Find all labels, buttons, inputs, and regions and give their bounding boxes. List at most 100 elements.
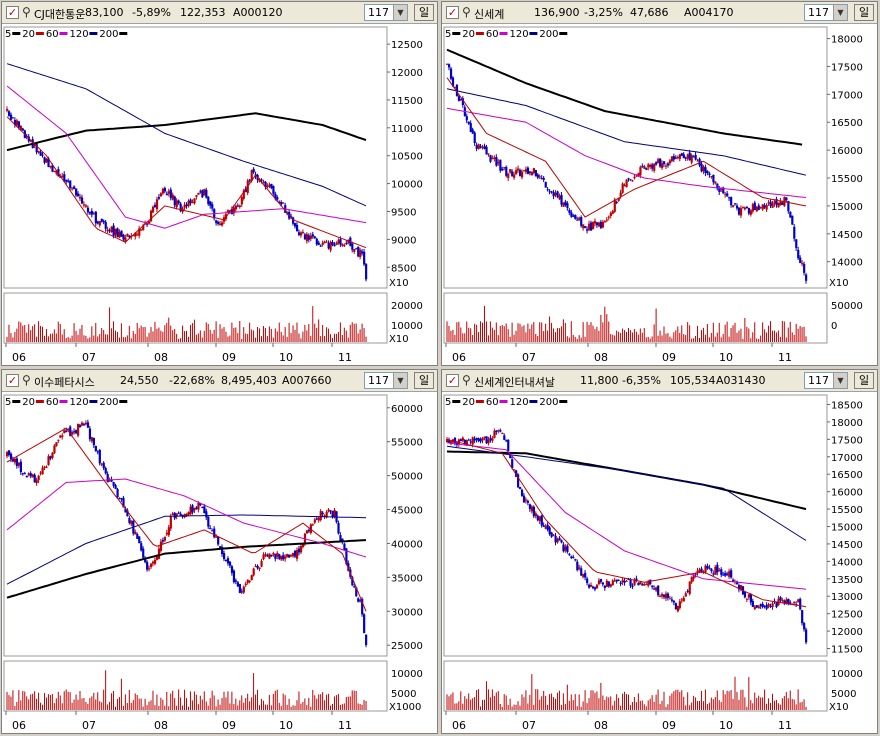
unit-button[interactable]: 일 — [414, 4, 434, 21]
checkbox-icon[interactable]: ✓ — [6, 374, 19, 387]
candle-body — [315, 518, 318, 520]
chevron-down-icon[interactable]: ▼ — [393, 373, 407, 388]
candle-body — [151, 561, 155, 564]
search-icon[interactable]: ⚲ — [462, 5, 471, 19]
price-tick-label: 17500 — [831, 435, 863, 446]
candle-body — [67, 180, 70, 182]
unit-button[interactable]: 일 — [414, 372, 434, 389]
candle-body — [653, 588, 656, 590]
candle-body — [61, 175, 64, 177]
chevron-down-icon[interactable]: ▼ — [393, 5, 407, 20]
candle-body — [495, 157, 498, 166]
candle-body — [580, 568, 583, 576]
volume-plot-area — [443, 660, 828, 712]
chevron-down-icon[interactable]: ▼ — [833, 373, 847, 388]
candle-body — [481, 438, 484, 441]
candle-body — [619, 582, 622, 584]
candle-body — [595, 222, 599, 226]
candle-body — [599, 221, 603, 228]
candle-body — [41, 467, 44, 475]
unit-button[interactable]: 일 — [854, 4, 874, 21]
stock-code: A007660 — [282, 374, 332, 387]
volume-plot-area — [3, 660, 388, 712]
checkbox-icon[interactable]: ✓ — [446, 374, 459, 387]
candle-body — [9, 453, 13, 460]
candle-body — [221, 222, 224, 226]
candle-body — [173, 196, 176, 206]
candle-body — [319, 245, 322, 247]
candle-body — [92, 213, 95, 215]
candle-body — [696, 570, 699, 573]
candle-body — [242, 586, 245, 593]
candle-body — [102, 462, 105, 469]
candle-body — [757, 205, 760, 210]
candle-body — [98, 221, 101, 226]
checkbox-icon[interactable]: ✓ — [446, 6, 459, 19]
candle-body — [203, 189, 206, 196]
month-label: 06 — [452, 351, 466, 364]
candle-body — [171, 513, 174, 516]
chevron-down-icon[interactable]: ▼ — [833, 5, 847, 20]
ma-legend-swatch — [452, 32, 461, 35]
candle-body — [463, 440, 466, 445]
ma-legend-label: 120 — [510, 29, 529, 40]
candle-body — [309, 235, 312, 239]
candlestick-chart[interactable]: 18500 18000 17500 17000 16500 16000 15500 15000… — [442, 393, 879, 736]
stock-price: 11,800 — [580, 374, 619, 387]
chart-panel-3[interactable]: ✓ ⚲ 이수페타시스 24,550 -22,68% 8,495,403 A007… — [1, 369, 438, 734]
chart-panel-1[interactable]: ✓ ⚲ CJ대한통운 83,100 -5,89% 122,353 A000120… — [1, 1, 438, 366]
candle-body — [351, 243, 354, 250]
candle-body — [485, 436, 488, 444]
candle-body — [562, 544, 565, 552]
candlestick-chart[interactable]: 12500 12000 11500 11000 10500 10000 9500 9000 85… — [2, 25, 439, 368]
ma-legend-label: 60 — [486, 29, 499, 40]
candle-body — [215, 536, 218, 538]
candle-body — [224, 560, 228, 562]
candle-body — [522, 170, 526, 172]
candle-body — [726, 573, 729, 575]
candle-body — [339, 238, 342, 245]
month-label: 08 — [594, 719, 608, 732]
candle-body — [272, 186, 275, 194]
candle-body — [781, 599, 784, 601]
candle-body — [672, 156, 676, 160]
unit-button[interactable]: 일 — [854, 372, 874, 389]
candle-body — [532, 168, 535, 173]
chart-panel-4[interactable]: ✓ ⚲ 신세계인터내셔날 11,800 -6,35% 105,534 A0314… — [441, 369, 878, 734]
candle-body — [226, 210, 230, 212]
search-icon[interactable]: ⚲ — [22, 5, 31, 19]
candle-body — [550, 532, 553, 537]
candle-body — [274, 554, 277, 559]
candle-body — [566, 545, 569, 552]
ma60-line — [6, 478, 367, 558]
candle-body — [159, 193, 163, 197]
candle-body — [779, 200, 782, 206]
candle-body — [90, 437, 94, 442]
period-select[interactable]: 117 ▼ — [364, 372, 408, 389]
search-icon[interactable]: ⚲ — [22, 373, 31, 387]
candlestick-chart[interactable]: 6000055000500004500040000350003000025000… — [2, 393, 439, 736]
candle-body — [21, 473, 24, 475]
period-select[interactable]: 117 ▼ — [364, 4, 408, 21]
candle-body — [777, 202, 780, 208]
candle-body — [195, 507, 198, 509]
chart-panel-2[interactable]: ✓ ⚲ 신세계 136,900 -3,25% 47,686 A004170 11… — [441, 1, 878, 366]
candle-body — [568, 553, 571, 555]
period-select[interactable]: 117 ▼ — [804, 372, 848, 389]
candle-body — [148, 568, 151, 570]
candle-body — [505, 166, 508, 176]
candle-body — [451, 77, 455, 87]
candle-body — [670, 599, 674, 601]
search-icon[interactable]: ⚲ — [462, 373, 471, 387]
candle-body — [692, 156, 695, 158]
ma-legend-swatch — [475, 400, 484, 403]
candle-body — [136, 234, 139, 236]
checkbox-icon[interactable]: ✓ — [6, 6, 19, 19]
candle-body — [73, 186, 76, 189]
period-select[interactable]: 117 ▼ — [804, 4, 848, 21]
candle-body — [759, 604, 762, 607]
candle-body — [493, 430, 496, 439]
candle-body — [457, 96, 461, 101]
candle-body — [704, 565, 707, 573]
candlestick-chart[interactable]: 18000 17500 17000 16500 16000 15500 15000 14500… — [442, 25, 879, 368]
